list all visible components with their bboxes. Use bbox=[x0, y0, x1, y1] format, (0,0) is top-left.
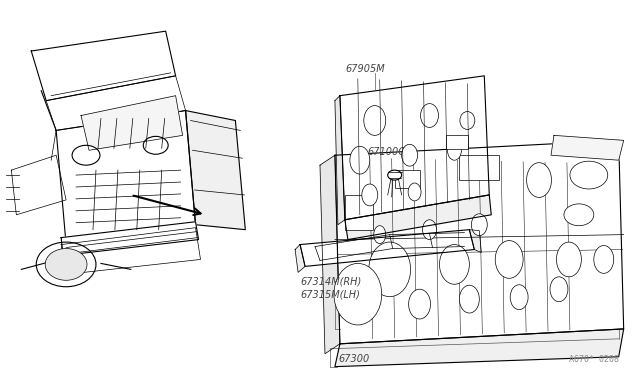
Ellipse shape bbox=[402, 144, 417, 166]
Ellipse shape bbox=[422, 220, 436, 240]
Polygon shape bbox=[61, 228, 200, 274]
Ellipse shape bbox=[364, 106, 386, 135]
Polygon shape bbox=[81, 96, 182, 150]
Ellipse shape bbox=[334, 263, 381, 325]
Ellipse shape bbox=[495, 241, 523, 278]
Polygon shape bbox=[186, 110, 245, 230]
Ellipse shape bbox=[570, 161, 608, 189]
Ellipse shape bbox=[594, 246, 614, 273]
Ellipse shape bbox=[556, 242, 581, 277]
Ellipse shape bbox=[564, 204, 594, 226]
Polygon shape bbox=[335, 96, 345, 225]
Polygon shape bbox=[300, 230, 474, 266]
Ellipse shape bbox=[374, 226, 386, 244]
Bar bbox=[395, 170, 420, 188]
Ellipse shape bbox=[510, 285, 528, 310]
Polygon shape bbox=[335, 329, 623, 367]
Ellipse shape bbox=[408, 183, 421, 201]
Polygon shape bbox=[551, 135, 623, 160]
Ellipse shape bbox=[440, 244, 469, 284]
Polygon shape bbox=[469, 230, 481, 253]
Ellipse shape bbox=[420, 104, 438, 128]
Polygon shape bbox=[340, 76, 489, 220]
Text: A670* 0208: A670* 0208 bbox=[569, 355, 619, 364]
Ellipse shape bbox=[36, 242, 96, 287]
Polygon shape bbox=[56, 110, 196, 244]
Polygon shape bbox=[12, 155, 66, 215]
Ellipse shape bbox=[460, 112, 475, 129]
Ellipse shape bbox=[460, 285, 479, 313]
Polygon shape bbox=[320, 155, 340, 354]
Polygon shape bbox=[46, 76, 186, 131]
Ellipse shape bbox=[408, 289, 431, 319]
Text: 67315M(LH): 67315M(LH) bbox=[300, 289, 360, 299]
Ellipse shape bbox=[369, 242, 411, 296]
Bar bbox=[447, 135, 468, 149]
Ellipse shape bbox=[45, 248, 87, 280]
Ellipse shape bbox=[350, 146, 370, 174]
Text: 67905M: 67905M bbox=[345, 64, 385, 74]
Ellipse shape bbox=[388, 170, 402, 180]
Ellipse shape bbox=[362, 184, 378, 206]
Ellipse shape bbox=[527, 163, 552, 198]
Polygon shape bbox=[61, 222, 198, 256]
Ellipse shape bbox=[471, 214, 487, 235]
Polygon shape bbox=[31, 31, 175, 101]
Ellipse shape bbox=[72, 145, 100, 165]
Ellipse shape bbox=[143, 137, 168, 154]
Polygon shape bbox=[335, 140, 623, 344]
Polygon shape bbox=[345, 195, 492, 240]
Bar bbox=[345, 195, 372, 230]
Text: 67314M(RH): 67314M(RH) bbox=[300, 276, 362, 286]
Text: 67300: 67300 bbox=[338, 354, 369, 364]
Text: 67100G: 67100G bbox=[368, 147, 406, 157]
Polygon shape bbox=[295, 244, 305, 272]
Ellipse shape bbox=[550, 277, 568, 302]
Bar bbox=[460, 155, 499, 180]
Ellipse shape bbox=[447, 140, 461, 160]
